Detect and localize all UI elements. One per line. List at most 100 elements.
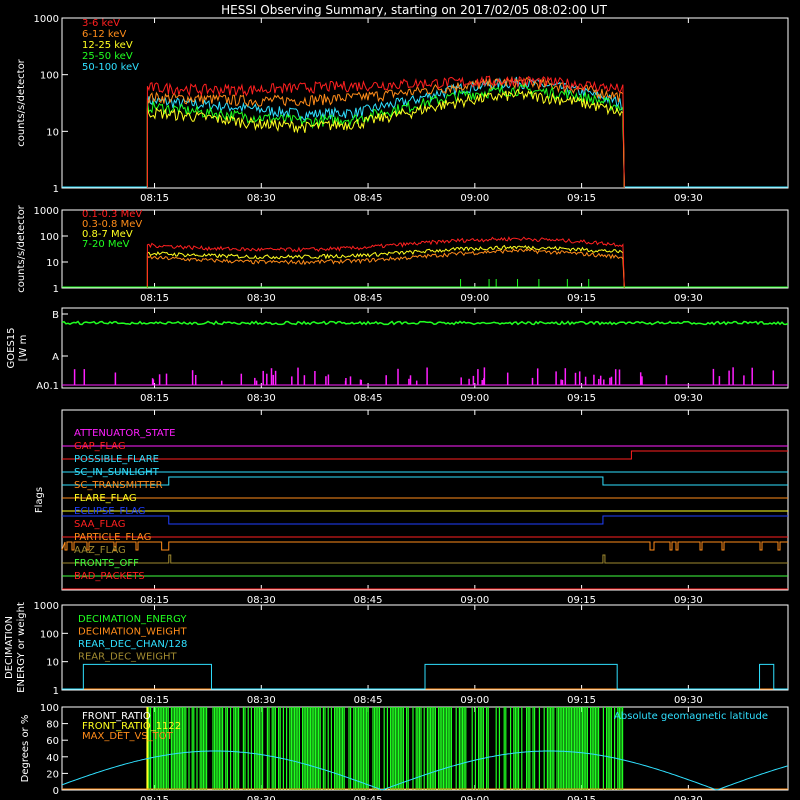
x-tick-label: 08:30 — [247, 393, 276, 404]
x-tick-label: 08:15 — [140, 595, 169, 606]
panel-frame — [61, 706, 789, 791]
panel-5: 08:15 08:30 08:45 09:00 09:15 09:30 1 10 100 1000… — [4, 601, 789, 706]
y-tick-label: 100 — [40, 71, 59, 82]
y-tick-label: A0.1 — [36, 381, 59, 392]
x-tick-label: 09:30 — [674, 393, 703, 404]
y-axis-label-2: ENERGY or weight — [16, 602, 27, 693]
x-tick-label: 08:15 — [140, 795, 169, 800]
y-axis-label: Degrees or % — [20, 715, 31, 783]
x-tick-label: 09:15 — [567, 795, 596, 800]
x-tick-label: 08:15 — [140, 393, 169, 404]
flag-label: POSSIBLE_FLARE — [74, 454, 159, 465]
panel-1: 08:15 08:30 08:45 09:00 09:15 09:30 1 10 100 1000… — [16, 14, 789, 204]
flag-label: PARTICLE_FLAG — [74, 532, 151, 543]
y-tick-label: 100 — [40, 703, 59, 714]
x-tick-label: 08:30 — [247, 695, 276, 706]
x-tick-label: 08:30 — [247, 193, 276, 204]
x-tick-label: 09:30 — [674, 695, 703, 706]
flag-label: SC_IN_SUNLIGHT — [74, 467, 160, 478]
legend-entry: MAX_DET_VS_TOT — [82, 731, 174, 742]
x-tick-label: 08:45 — [354, 293, 383, 304]
flag-trace — [62, 476, 788, 486]
chart-title: HESSI Observing Summary, starting on 201… — [221, 3, 607, 17]
panel-4: 08:15 08:30 08:45 09:00 09:15 09:30 Flags ATTEN… — [34, 409, 789, 606]
y-tick-label: 10 — [46, 258, 59, 269]
x-tick-label: 09:00 — [460, 193, 489, 204]
y-tick-label: 100 — [40, 629, 59, 640]
legend-entry: 0.1-0.3 MeV — [82, 209, 142, 220]
x-tick-label: 08:45 — [354, 695, 383, 706]
series-0-1-0-3-mev — [146, 236, 625, 289]
flag-label: FRONTS_OFF — [74, 558, 139, 569]
panel-3: 08:15 08:30 08:45 09:00 09:15 09:30 A0.1 A B GOES… — [6, 307, 789, 404]
y-tick-label: A — [52, 352, 59, 363]
legend-entry: DECIMATION_ENERGY — [78, 614, 187, 625]
x-tick-label: 08:15 — [140, 695, 169, 706]
y-tick-label: 1 — [53, 184, 59, 195]
x-tick-label: 08:45 — [354, 795, 383, 800]
panel-frame — [61, 209, 789, 289]
flag-label: ECLIPSE_FLAG — [74, 506, 145, 517]
series-12-25-kev — [146, 88, 625, 189]
x-tick-label: 08:30 — [247, 795, 276, 800]
x-tick-label: 09:15 — [567, 293, 596, 304]
x-tick-label: 09:15 — [567, 393, 596, 404]
panel-6: 08:15 08:30 08:45 09:00 09:15 09:30 0 20 40 60 80 1… — [20, 703, 789, 800]
x-tick-label: 08:15 — [140, 293, 169, 304]
x-tick-label: 09:00 — [460, 595, 489, 606]
x-tick-label: 09:30 — [674, 795, 703, 800]
x-tick-label: 09:00 — [460, 795, 489, 800]
y-tick-label: 60 — [46, 736, 59, 747]
y-tick-label: 10 — [46, 127, 59, 138]
x-tick-label: 09:30 — [674, 595, 703, 606]
y-axis-label: counts/s/detector — [16, 58, 27, 146]
x-tick-label: 08:45 — [354, 393, 383, 404]
panel-frame — [61, 307, 789, 389]
flag-trace — [62, 450, 788, 460]
flag-trace — [61, 541, 788, 551]
legend-entry: DECIMATION_WEIGHT — [78, 627, 187, 638]
x-tick-label: 09:00 — [460, 293, 489, 304]
legend-entry: FRONT_RATIO — [82, 711, 151, 722]
y-tick-label: 1 — [53, 284, 59, 295]
annotation: Absolute geomagnetic latitude — [614, 711, 768, 722]
legend-entry: REAR_DEC_WEIGHT — [78, 652, 177, 663]
series-6-12-kev — [146, 75, 625, 189]
y-axis-label: counts/s/detector — [16, 204, 27, 292]
y-tick-label: 1000 — [34, 601, 59, 612]
flag-label: SC_TRANSMITTER — [74, 480, 163, 491]
y-axis-label: Flags — [34, 487, 45, 513]
panel-2: 08:15 08:30 08:45 09:00 09:15 09:30 1 10 100 1000… — [16, 204, 789, 304]
series-goes-1-8 — [61, 320, 789, 326]
x-tick-label: 09:00 — [460, 695, 489, 706]
legend-entry: 3-6 keV — [82, 18, 120, 29]
legend-entry: REAR_DEC_CHAN/128 — [78, 639, 187, 650]
x-tick-label: 08:45 — [354, 595, 383, 606]
y-tick-label: 10 — [46, 658, 59, 669]
y-tick-label: 0 — [53, 786, 59, 797]
flag-trace — [62, 515, 788, 525]
y-axis-label: DECIMATION — [4, 616, 15, 679]
flag-label: FLARE_FLAG — [74, 493, 137, 504]
y-tick-label: 1 — [53, 686, 59, 697]
flag-label: BAD_PACKETS — [74, 571, 145, 582]
flag-label: GAP_FLAG — [74, 441, 126, 452]
legend-entry: FRONT_RATIO_1122 — [82, 721, 181, 732]
legend-entry: 6-12 keV — [82, 29, 126, 40]
y-tick-label: 40 — [46, 753, 59, 764]
series-0-3-0-8-mev — [146, 248, 625, 289]
y-axis-unit: [W m — [18, 335, 29, 362]
x-tick-label: 09:30 — [674, 293, 703, 304]
series-25-50-kev — [146, 84, 625, 189]
y-axis-label: GOES15 — [6, 327, 17, 368]
flag-trace — [62, 554, 788, 564]
series-rear-dec-chan — [62, 663, 788, 690]
x-tick-label: 09:30 — [674, 193, 703, 204]
legend-entry: 25-50 keV — [82, 51, 133, 62]
y-tick-label: 1000 — [34, 206, 59, 217]
x-tick-label: 09:15 — [567, 595, 596, 606]
series-0-8-7-mev — [146, 244, 625, 289]
legend-entry: 7-20 MeV — [82, 239, 130, 250]
legend-entry: 0.8-7 MeV — [82, 229, 133, 240]
x-tick-label: 08:30 — [247, 595, 276, 606]
